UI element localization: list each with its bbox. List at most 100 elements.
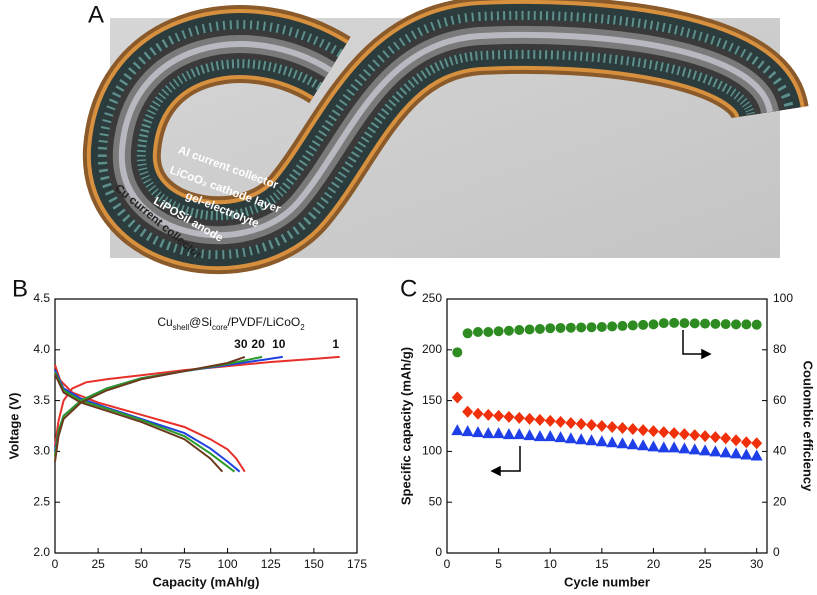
cycle-label: 20	[251, 337, 265, 351]
arrows	[490, 330, 712, 477]
annotation-part: shell	[173, 323, 190, 332]
point	[637, 424, 649, 437]
annotation-part: @Si	[189, 315, 212, 329]
point	[616, 422, 628, 435]
x-tick-label: 175	[347, 557, 367, 571]
point	[699, 444, 712, 456]
y2-axis-label: Coulombic efficiency	[801, 361, 816, 493]
point	[626, 438, 639, 450]
point	[678, 442, 691, 454]
x-axis-label: Capacity (mAh/g)	[153, 574, 260, 589]
point	[544, 430, 557, 442]
voltage-curve	[54, 355, 340, 473]
chart: B 0 25 50 75 100 125 150 175 2.0 2.5 3.0 3.5 4.0 4.5 Ca…	[6, 275, 367, 589]
x-tick-label: 0	[52, 557, 59, 571]
y-tick-label: 3.0	[33, 444, 50, 458]
y-tick-label: 4.5	[33, 291, 50, 305]
point	[720, 432, 732, 445]
annotation: Cushell@Sicore/PVDF/LiCoO2	[157, 315, 305, 331]
point	[523, 429, 536, 441]
point	[668, 441, 681, 453]
y-tick-label: 2.5	[33, 494, 50, 508]
chart: C 0 5 10 15 20 25 30 0 50 100 150 200 250 0 20 40 60 80 100…	[398, 275, 815, 589]
x-tick-label: 0	[444, 557, 451, 571]
point	[658, 426, 670, 439]
point	[730, 434, 742, 447]
arrow-right	[682, 330, 706, 355]
x-tick-label: 25	[91, 557, 105, 571]
cycle-label: 30	[234, 337, 248, 351]
point	[565, 416, 577, 429]
point	[647, 425, 659, 438]
point	[740, 448, 753, 460]
y-axis-label: Specific capacity (mAh/g)	[398, 347, 413, 505]
x-tick-label: 150	[304, 557, 324, 571]
x-tick-label: 75	[178, 557, 192, 571]
point	[627, 423, 639, 436]
y-tick-label: 2.0	[33, 545, 50, 559]
arrow-head	[701, 348, 712, 360]
point	[493, 326, 504, 337]
point	[709, 445, 722, 457]
point	[700, 318, 711, 329]
point	[462, 405, 474, 418]
point	[647, 440, 660, 452]
panel-a: A Al current collector LiCoO₂ cathode la…	[82, 0, 809, 275]
point	[688, 443, 701, 455]
point	[689, 429, 701, 442]
point	[575, 417, 587, 430]
point	[462, 328, 473, 339]
point	[606, 421, 618, 434]
point	[482, 427, 495, 439]
y-tick-label: 250	[422, 291, 442, 305]
point	[699, 430, 711, 443]
y2-tick-label: 80	[773, 342, 787, 356]
point	[576, 322, 587, 333]
point	[482, 408, 494, 421]
point	[750, 449, 763, 461]
point	[606, 436, 619, 448]
point	[720, 319, 731, 330]
point	[555, 415, 567, 428]
point	[638, 319, 649, 330]
annotation-part: /PVDF/LiCoO	[228, 315, 301, 329]
x-tick-label: 25	[698, 557, 712, 571]
cycle-label: 10	[272, 337, 286, 351]
point	[471, 426, 484, 438]
y2-tick-label: 60	[773, 393, 787, 407]
x-tick-label: 5	[495, 557, 502, 571]
y2-tick-label: 0	[773, 545, 780, 559]
point	[451, 424, 464, 436]
x-tick-label: 125	[261, 557, 281, 571]
annotation-part: 2	[300, 323, 305, 332]
panel-label: A	[88, 1, 104, 28]
point	[544, 414, 556, 427]
point	[545, 323, 556, 334]
point	[617, 320, 628, 331]
cycle-label: 1	[332, 337, 339, 351]
point	[627, 320, 638, 331]
point	[554, 431, 567, 443]
point	[503, 410, 515, 423]
point	[461, 425, 474, 437]
point	[534, 323, 545, 334]
y-axis-label: Voltage (V)	[6, 393, 21, 460]
annotation-part: core	[212, 323, 228, 332]
y2-tick-label: 40	[773, 444, 787, 458]
point	[596, 321, 607, 332]
point	[451, 391, 463, 404]
y-tick-label: 200	[422, 342, 442, 356]
voltage-curve	[54, 355, 246, 473]
panel-label: B	[12, 275, 28, 302]
point	[533, 430, 546, 442]
x-tick-label: 100	[218, 557, 238, 571]
x-axis-label: Cycle number	[564, 574, 650, 589]
point	[648, 319, 659, 330]
point	[678, 428, 690, 441]
point	[493, 409, 505, 422]
annotation-part: Cu	[157, 315, 172, 329]
point	[502, 428, 515, 440]
point	[669, 317, 680, 328]
y-tick-label: 3.5	[33, 393, 50, 407]
